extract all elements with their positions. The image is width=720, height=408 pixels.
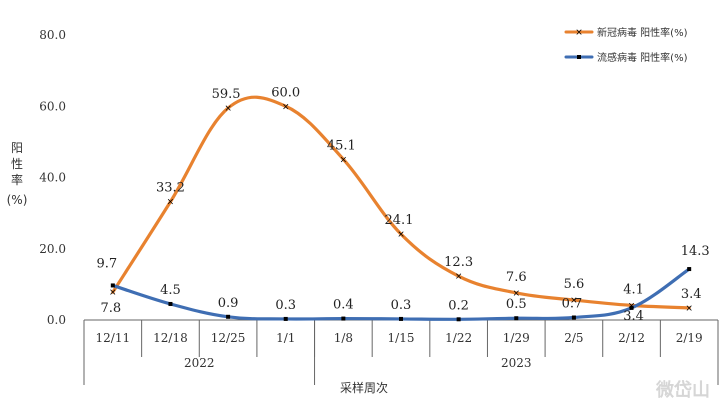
- data-point-flu: [456, 317, 461, 322]
- series-lines: [111, 95, 691, 321]
- data-label-covid: 4.1: [623, 282, 644, 297]
- x-tick-label: 12/25: [211, 331, 246, 345]
- data-label-flu: 0.3: [391, 298, 412, 313]
- data-point-covid: ×: [282, 102, 290, 112]
- data-point-flu: [283, 316, 288, 321]
- x-tick-label: 2/19: [676, 331, 703, 345]
- y-tick-label: 80.0: [39, 28, 66, 42]
- y-tick-labels: 0.0 20.0 40.0 60.0 80.0: [39, 28, 66, 327]
- legend-marker-covid: ×: [575, 28, 583, 38]
- data-point-covid: ×: [167, 198, 175, 208]
- data-label-flu: 4.5: [160, 283, 181, 298]
- x-tick-label: 12/18: [153, 331, 188, 345]
- data-label-covid: 60.0: [271, 85, 300, 100]
- data-label-covid: 59.5: [212, 87, 241, 102]
- x-axis-title: 采样周次: [340, 380, 388, 395]
- data-label-flu: 0.3: [275, 298, 296, 313]
- data-label-flu: 9.7: [96, 256, 117, 271]
- data-point-flu: [226, 314, 231, 319]
- data-point-flu: [399, 316, 403, 321]
- data-label-flu: 0.2: [448, 298, 469, 313]
- x-tick-label: 1/8: [334, 331, 353, 345]
- data-point-covid: ×: [340, 155, 348, 165]
- data-point-covid: ×: [512, 289, 520, 299]
- svg-text:阳: 阳: [11, 141, 23, 155]
- data-point-covid: ×: [455, 272, 463, 282]
- data-point-flu: [341, 316, 346, 321]
- legend-marker-flu: [577, 55, 581, 59]
- legend: × 新冠病毒 阳性率(%) 流感病毒 阳性率(%): [564, 26, 688, 64]
- y-tick-label: 40.0: [39, 171, 66, 185]
- x-tick-label: 1/1: [276, 331, 295, 345]
- data-labels: 7.8 33.2 59.5 60.0 45.1 24.1 12.3 7.6 5.6 4.1 3.4 9…: [96, 85, 709, 324]
- y-tick-label: 20.0: [39, 242, 66, 256]
- data-point-covid: ×: [397, 230, 405, 240]
- data-point-flu: [168, 301, 173, 306]
- svg-text:(%): (%): [7, 193, 28, 207]
- data-point-flu: [687, 267, 692, 272]
- data-label-covid: 45.1: [327, 138, 356, 153]
- y-tick-label: 0.0: [47, 313, 66, 327]
- svg-text:性: 性: [11, 157, 23, 171]
- data-label-covid: 3.4: [681, 287, 702, 302]
- x-category-labels: 12/11 12/18 12/25 1/1 1/8 1/15 1/22 1/29 2/5 2/12…: [96, 331, 703, 345]
- data-point-covid: ×: [685, 304, 693, 314]
- data-point-flu: [110, 283, 115, 288]
- data-point-flu: [629, 305, 634, 310]
- data-point-covid: ×: [570, 296, 578, 306]
- data-label-flu: 0.5: [506, 297, 527, 312]
- data-label-flu: 0.4: [333, 298, 354, 313]
- x-tick-label: 1/15: [388, 331, 415, 345]
- x-tick-label: 2/5: [564, 331, 583, 345]
- series-line-covid: [111, 95, 691, 310]
- x-tick-label: 2/12: [618, 331, 645, 345]
- x-group-label: 2023: [501, 356, 532, 370]
- data-label-covid: 24.1: [385, 213, 414, 228]
- data-label-covid: 5.6: [564, 277, 585, 292]
- y-tick-label: 60.0: [39, 99, 66, 113]
- watermark-logo: 微岱山: [656, 380, 710, 401]
- data-markers: ×××××××××××: [109, 102, 693, 322]
- data-label-flu: 14.3: [681, 244, 710, 259]
- x-tick-label: 12/11: [96, 331, 131, 345]
- x-group-labels: 2022 2023: [184, 356, 532, 370]
- data-point-covid: ×: [109, 288, 117, 298]
- svg-text:率: 率: [11, 172, 23, 187]
- data-label-flu: 0.7: [562, 297, 583, 312]
- x-tick-label: 1/29: [503, 331, 530, 345]
- x-axis: [83, 319, 719, 385]
- x-group-label: 2022: [184, 356, 215, 370]
- y-axis-title: 阳 性 率 (%): [7, 141, 28, 207]
- data-label-flu: 0.9: [218, 296, 239, 311]
- x-tick-label: 1/22: [445, 331, 472, 345]
- legend-label-flu: 流感病毒 阳性率(%): [597, 51, 688, 64]
- data-point-flu: [571, 315, 576, 320]
- data-label-flu: 3.4: [623, 309, 644, 324]
- data-label-covid: 12.3: [444, 255, 473, 270]
- data-point-flu: [514, 316, 519, 321]
- data-label-covid: 7.6: [506, 270, 527, 285]
- data-point-covid: ×: [224, 104, 232, 114]
- legend-label-covid: 新冠病毒 阳性率(%): [597, 26, 688, 39]
- data-label-covid: 33.2: [156, 181, 185, 196]
- data-label-covid: 7.8: [100, 301, 121, 316]
